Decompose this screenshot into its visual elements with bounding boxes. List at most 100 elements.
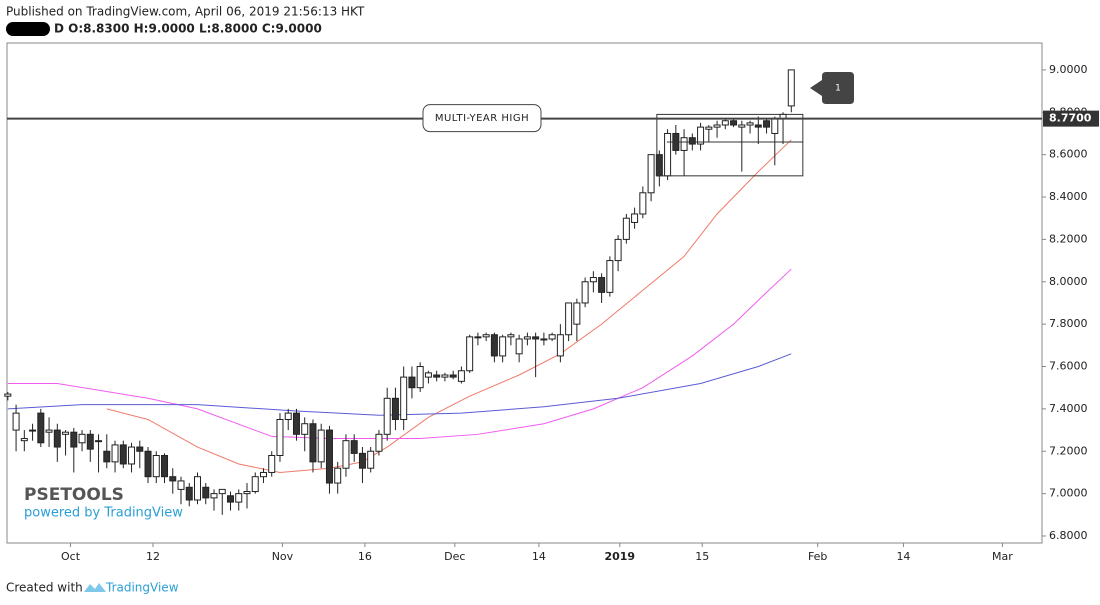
x-tick-label: Mar — [992, 550, 1013, 563]
candle-body — [548, 334, 556, 340]
candle-body — [507, 334, 515, 338]
candle-body — [622, 217, 630, 240]
candle-body — [771, 118, 779, 134]
x-tick-label: Feb — [808, 550, 827, 563]
tv-logo — [84, 583, 106, 592]
moving-average — [7, 353, 792, 416]
candle-body — [128, 446, 136, 465]
candle-body — [754, 124, 762, 128]
published: Published on TradingView.com, April 06, … — [6, 5, 365, 19]
candle-body — [103, 450, 111, 463]
candle-body — [688, 137, 696, 145]
candle-body — [136, 446, 144, 452]
candle-body — [301, 423, 309, 435]
candle-body — [664, 132, 672, 177]
candle-body — [78, 433, 86, 444]
candle-body — [367, 450, 375, 469]
candle-body — [259, 471, 267, 478]
candle-body — [325, 429, 333, 484]
candle-body — [408, 376, 416, 389]
redacted — [6, 22, 50, 36]
callout-bubble — [810, 72, 854, 104]
watermark-powered: powered by TradingView — [24, 506, 183, 521]
candle-body — [284, 412, 292, 420]
candle-body — [358, 452, 366, 469]
candle-body — [474, 336, 482, 339]
candle-body — [499, 336, 507, 357]
candle-body — [210, 493, 218, 499]
x-tick-label: Nov — [272, 550, 294, 563]
candle-body — [12, 412, 20, 431]
candle-body — [177, 480, 185, 490]
candle-body — [169, 476, 177, 482]
y-tick-label: 7.2000 — [1049, 444, 1088, 457]
candle-body — [194, 476, 202, 501]
candle-body — [581, 281, 589, 304]
moving-average — [106, 139, 792, 473]
x-tick-label: Oct — [61, 550, 81, 563]
candle-body — [185, 486, 193, 501]
candle-body — [565, 302, 573, 336]
candle-body — [276, 418, 284, 457]
footer-created: Created with — [6, 581, 83, 595]
line-label-box — [422, 104, 542, 133]
candle-body — [573, 302, 581, 325]
y-tick-label: 6.8000 — [1049, 529, 1088, 542]
candle-body — [639, 192, 647, 215]
candle-body — [342, 440, 350, 469]
candle-body — [466, 336, 474, 372]
candle-body — [243, 491, 251, 495]
y-tick-label: 8.4000 — [1049, 190, 1088, 203]
candle-body — [713, 124, 721, 128]
candle-body — [383, 397, 391, 435]
y-tick-label: 8.2000 — [1049, 232, 1088, 245]
plot: 9.00008.80008.60008.40008.20008.00007.80… — [4, 63, 1099, 563]
candle-body — [515, 338, 523, 355]
candle-body — [317, 429, 325, 463]
candle-body — [433, 374, 441, 378]
y-tick-label: 7.0000 — [1049, 487, 1088, 500]
candle-body — [532, 336, 540, 340]
price-tag-label: 8.7700 — [1049, 112, 1092, 125]
candle-body — [251, 476, 259, 493]
x-tick-label: 14 — [532, 550, 546, 563]
candle-body — [763, 120, 771, 128]
candle-body — [4, 393, 12, 397]
candle-body — [235, 493, 243, 503]
candle-body — [457, 370, 465, 382]
x-tick-label: 15 — [695, 550, 709, 563]
candle-body — [787, 69, 795, 107]
candle-body — [738, 124, 746, 128]
candle-body — [37, 412, 45, 444]
candle-body — [441, 374, 449, 378]
candle-body — [746, 122, 754, 126]
candle-body — [202, 486, 210, 499]
x-tick-label: 14 — [896, 550, 910, 563]
candle-body — [589, 277, 597, 283]
y-tick-label: 8.6000 — [1049, 148, 1088, 161]
callout-label: 1 — [835, 84, 841, 94]
candle-body — [20, 438, 28, 442]
candle-body — [680, 137, 688, 151]
x-tick-label: Dec — [444, 550, 465, 563]
candle-body — [705, 126, 713, 130]
moving-average — [7, 268, 792, 440]
candle-body — [29, 429, 37, 432]
footer-brand: TradingView — [105, 581, 179, 595]
candle-body — [111, 444, 119, 463]
y-tick-label: 7.8000 — [1049, 317, 1088, 330]
candle-body — [152, 455, 160, 478]
candle-body — [614, 238, 622, 262]
candle-body — [218, 488, 226, 495]
candle-body — [161, 455, 169, 478]
candle-body — [490, 334, 498, 357]
candle-body — [556, 334, 564, 357]
candle-body — [86, 433, 94, 450]
candle-body — [70, 431, 78, 448]
candle-body — [45, 429, 53, 433]
candle-body — [53, 429, 61, 448]
candle-body — [292, 412, 300, 435]
x-tick-label: 2019 — [604, 550, 635, 563]
candle-body — [400, 376, 408, 420]
